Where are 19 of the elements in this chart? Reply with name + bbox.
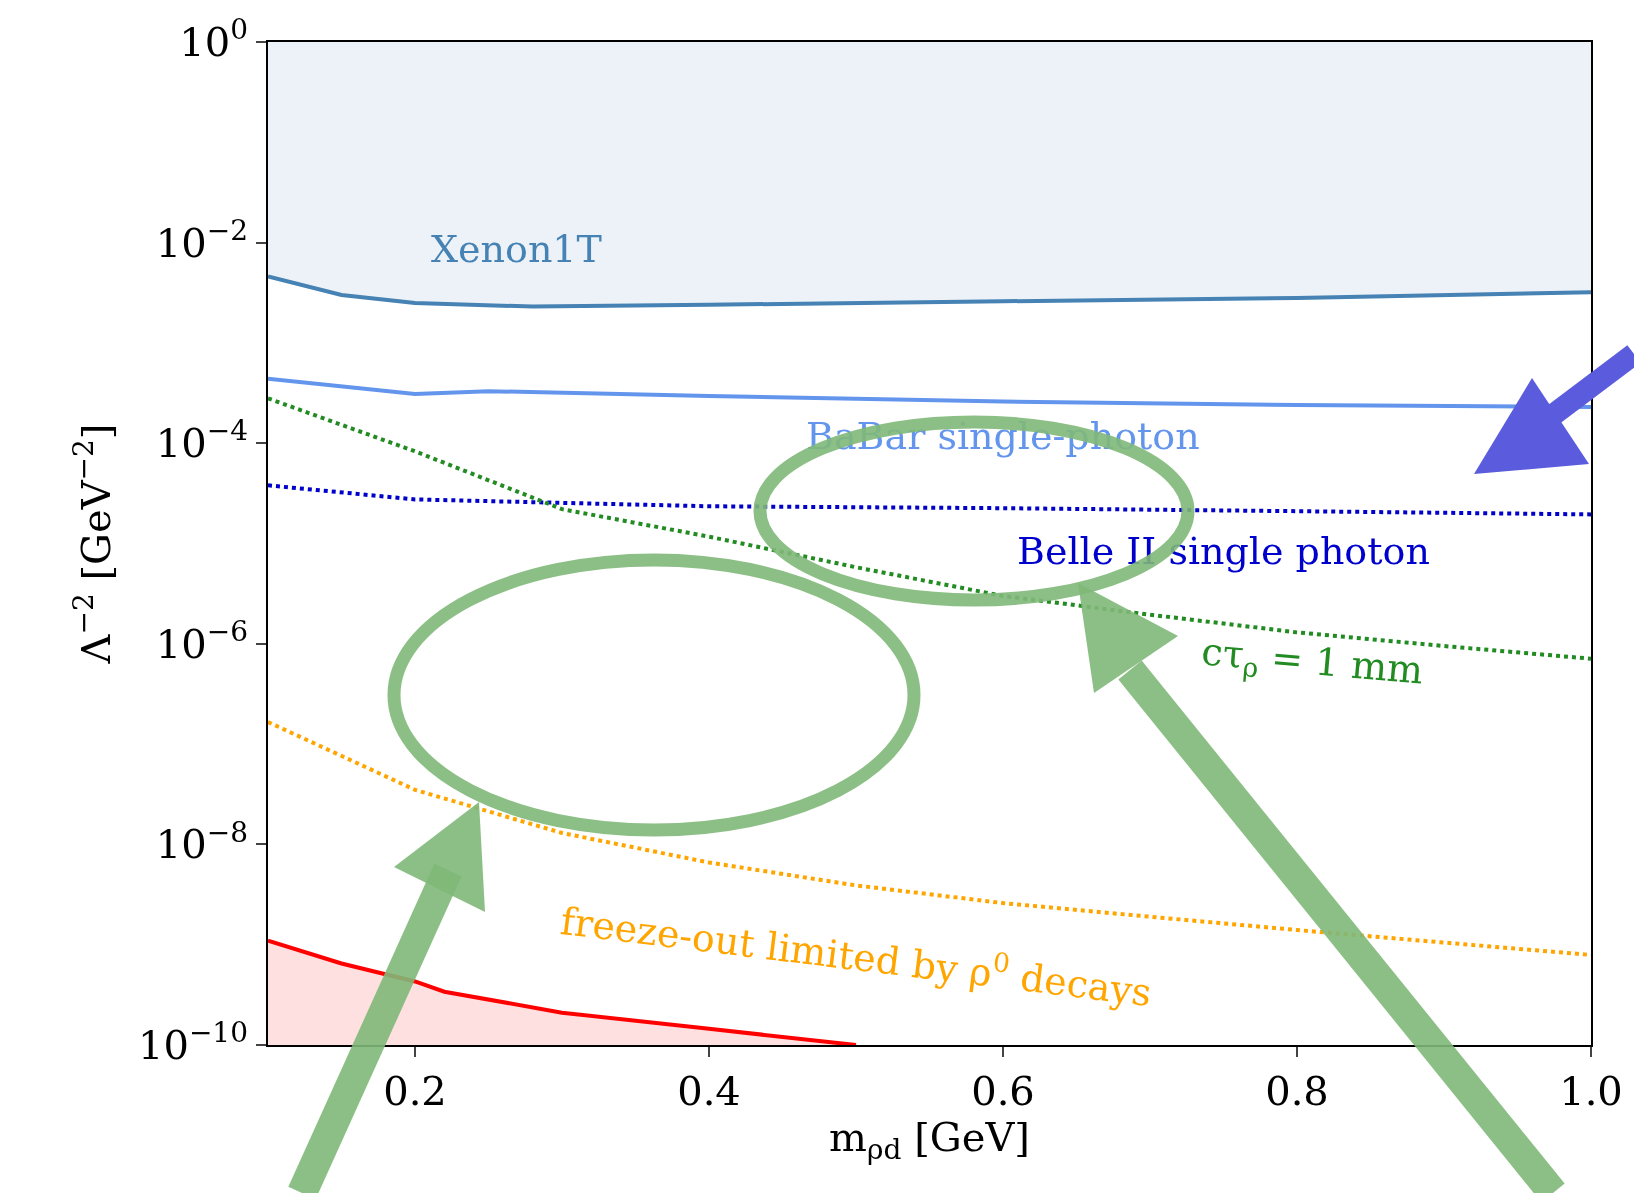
y-tick-label: 10$^{−6}$ [155,615,248,667]
x-tick-label: 0.2 [383,1068,447,1114]
x-tick-label: 0.6 [971,1068,1035,1114]
y-tick-label: 10$^{−8}$ [155,815,248,868]
series-label: cτ$_{ρ}$ = 1 mm [1199,629,1426,698]
y-tick-label: 10$^{0}$ [179,13,248,65]
line-series [268,483,1591,517]
line-series [268,376,1591,409]
series-label: Xenon1T [431,227,602,271]
x-axis-title: m$_{ρd}$ [GeV] [829,1114,1030,1167]
x-tick-label: 1.0 [1559,1068,1623,1114]
x-tick-label: 0.4 [677,1068,741,1114]
x-tick-label: 0.8 [1265,1068,1329,1114]
y-tick-label: 10$^{−2}$ [155,213,248,266]
text: freeze-out limited by ρ$^{0}$ decays [558,892,1155,1016]
y-tick-label: 10$^{−10}$ [138,1016,248,1068]
line-series [268,274,1591,309]
y-tick-label: 10$^{−4}$ [155,414,248,467]
series-label: Belle II single photon [1017,529,1430,573]
